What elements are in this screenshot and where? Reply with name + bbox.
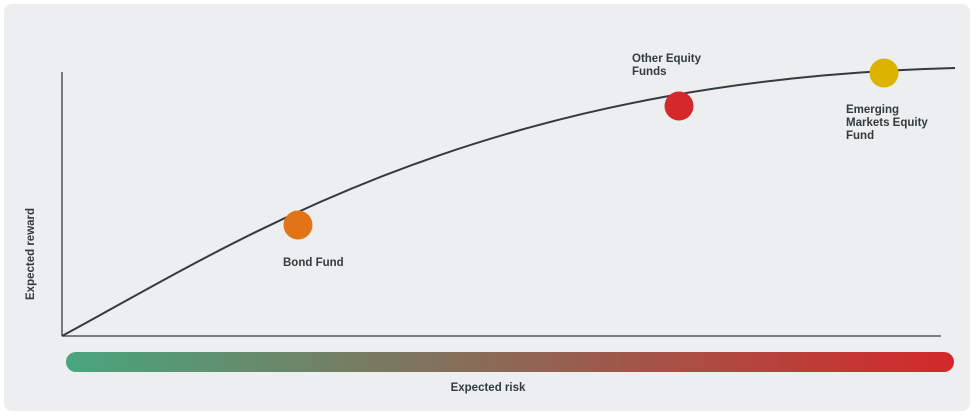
risk-gradient-bar [66, 352, 954, 372]
other-equity-funds-marker [664, 91, 694, 121]
diagram-panel [4, 4, 970, 411]
bond-fund-label: Bond Fund [283, 257, 344, 269]
emerging-markets-equity-fund-marker [869, 58, 899, 88]
emerging-markets-equity-fund-label: Emerging Markets Equity Fund [846, 104, 928, 142]
risk-reward-curve [61, 67, 956, 337]
y-axis-label: Expected reward [25, 207, 37, 300]
bond-fund-marker [283, 210, 313, 240]
x-axis-label: Expected risk [450, 382, 526, 394]
other-equity-funds-label: Other Equity Funds [632, 53, 702, 78]
